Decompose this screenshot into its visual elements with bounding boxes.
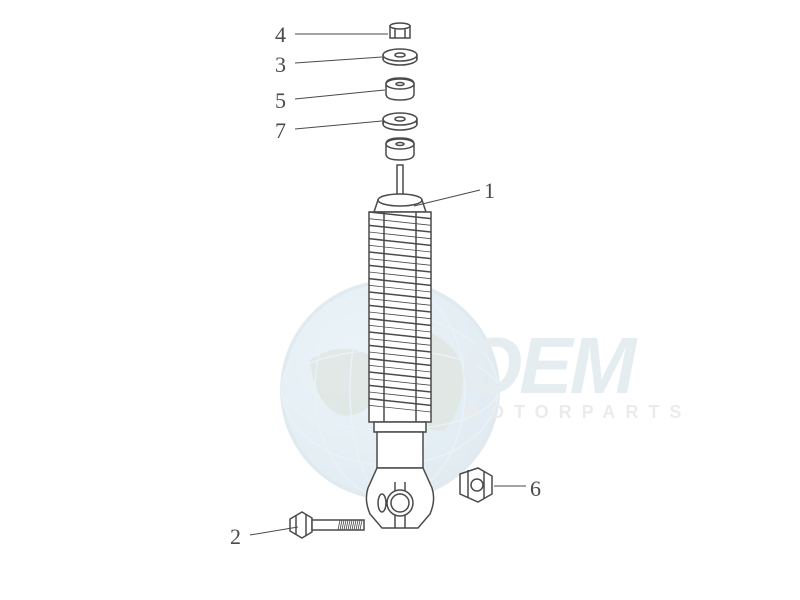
part-bolt [290, 512, 364, 538]
part-washer-upper [383, 49, 417, 65]
part-bushing-upper [386, 78, 414, 100]
part-shock-absorber [366, 165, 433, 528]
exploded-diagram [0, 0, 800, 600]
part-washer-mid [383, 113, 417, 130]
part-nut-side [460, 468, 492, 502]
part-bushing-lower [386, 138, 414, 160]
part-nut-top [390, 23, 410, 38]
